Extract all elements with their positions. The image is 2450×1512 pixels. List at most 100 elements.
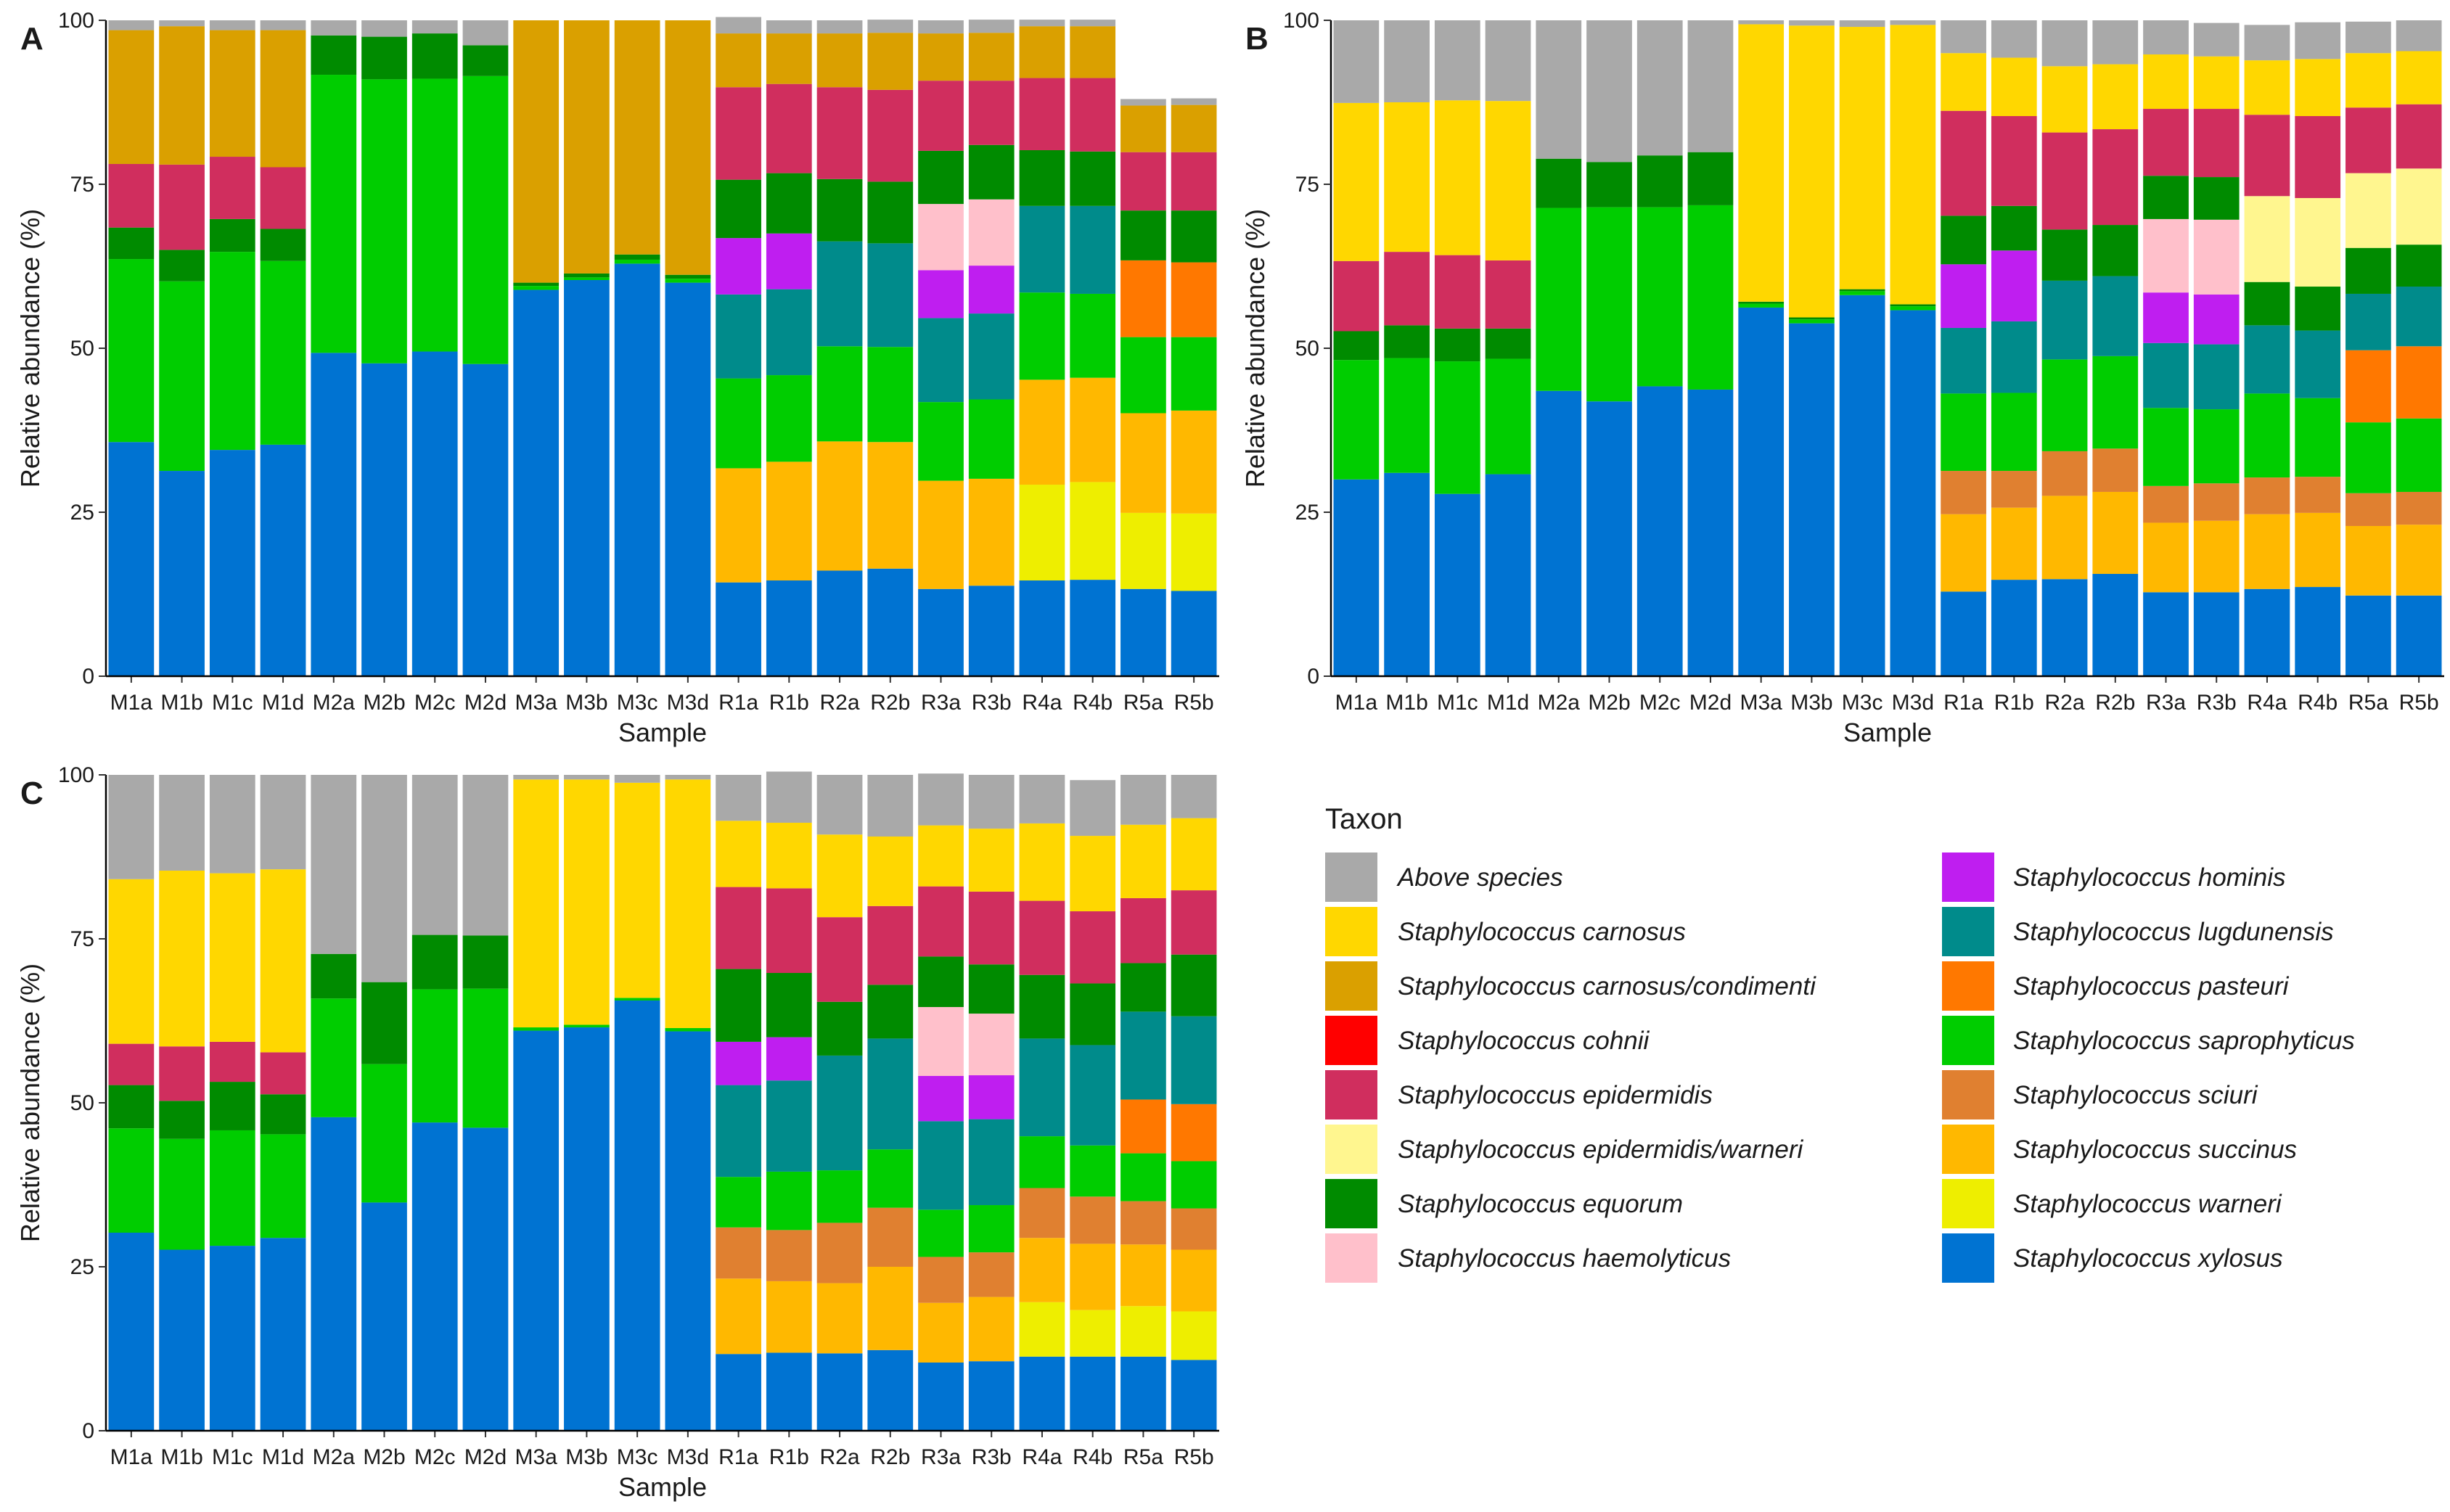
- y-axis-title: Relative abundance (%): [15, 964, 45, 1242]
- bar-segment: [2396, 245, 2442, 287]
- bar-segment: [159, 1046, 205, 1101]
- x-tick-label: R5a: [2348, 691, 2388, 715]
- bar-segment: [614, 263, 660, 676]
- y-tick-label: 0: [82, 1419, 94, 1443]
- bar-segment: [2143, 54, 2189, 110]
- bar-segment: [1171, 1360, 1217, 1431]
- bar-segment: [716, 238, 761, 295]
- bar-segment: [1120, 210, 1166, 260]
- bar-segment: [1019, 580, 1065, 676]
- bar-segment: [716, 87, 761, 180]
- bar-segment: [2143, 292, 2189, 343]
- bar-segment: [867, 181, 914, 244]
- bar-segment: [766, 83, 812, 173]
- bar-segment: [816, 346, 863, 442]
- x-tick-label: M3b: [565, 691, 607, 715]
- bar-segment: [411, 775, 458, 935]
- bar-segment: [2295, 59, 2341, 116]
- legend-label: Above species: [1396, 863, 1563, 892]
- legend-swatch: [1325, 1179, 1377, 1228]
- bar-segment: [513, 20, 560, 283]
- bar-segment: [665, 1027, 711, 1032]
- x-tick-label: R5b: [2399, 691, 2439, 715]
- bar-segment: [1991, 250, 2037, 321]
- bar-segment: [1991, 393, 2037, 472]
- bar-segment: [816, 178, 863, 242]
- x-tick-label: M2b: [1588, 691, 1630, 715]
- legend-item: Staphylococcus lugdunensis: [1942, 907, 2334, 956]
- bar-segment: [867, 985, 914, 1039]
- bar-segment: [2396, 287, 2442, 347]
- x-tick-label: R4b: [2298, 691, 2338, 715]
- bar-segment: [716, 1085, 761, 1178]
- legend-item: Staphylococcus xylosus: [1942, 1233, 2283, 1283]
- x-tick-label: R1b: [769, 1445, 809, 1469]
- bar-segment: [766, 289, 812, 376]
- bar-segment: [2193, 592, 2240, 676]
- bar-segment: [816, 87, 863, 179]
- y-tick-label: 50: [70, 1091, 94, 1115]
- bar-segment: [361, 1202, 407, 1431]
- bar-segment: [968, 199, 1015, 266]
- bar-segment: [1120, 824, 1166, 898]
- bar-segment: [918, 204, 964, 271]
- bar-segment: [108, 20, 155, 30]
- y-tick-label: 75: [70, 173, 94, 197]
- bar-segment: [2244, 115, 2290, 197]
- bar-segment: [1636, 207, 1683, 387]
- legend-label: Staphylococcus cohnii: [1398, 1027, 1650, 1055]
- bar-segment: [2295, 197, 2341, 287]
- bar-segment: [716, 1177, 761, 1228]
- bar-segment: [108, 227, 155, 260]
- legend-swatch: [1942, 852, 1994, 902]
- bar-segment: [462, 1127, 509, 1431]
- bar-segment: [716, 179, 761, 239]
- bar-segment: [2396, 418, 2442, 492]
- bar-segment: [2041, 66, 2088, 133]
- x-tick-label: M2a: [313, 691, 356, 715]
- bar-segment: [1434, 328, 1480, 362]
- bar-segment: [2092, 573, 2139, 676]
- bar-segment: [2143, 109, 2189, 176]
- bar-segment: [968, 1361, 1015, 1431]
- bar-segment: [716, 582, 761, 676]
- bar-segment: [2092, 225, 2139, 276]
- bar-segment: [1070, 26, 1116, 78]
- bar-segment: [1941, 591, 1986, 676]
- y-tick-label: 0: [1307, 665, 1319, 689]
- bar-segment: [766, 822, 812, 889]
- panel-label: A: [20, 21, 44, 57]
- bar-segment: [918, 825, 964, 887]
- bar-segment: [1019, 292, 1065, 380]
- bar-segment: [1384, 102, 1430, 252]
- bar-segment: [564, 779, 610, 1025]
- x-tick-label: M3d: [667, 1445, 709, 1469]
- bar-segment: [209, 450, 255, 676]
- y-tick-label: 50: [1295, 337, 1319, 361]
- bar-segment: [1019, 149, 1065, 206]
- bar-segment: [1019, 1302, 1065, 1357]
- bar-segment: [1839, 289, 1885, 292]
- bar-segment: [1890, 310, 1936, 676]
- x-tick-label: M2c: [414, 1445, 456, 1469]
- x-tick-label: R2a: [2045, 691, 2085, 715]
- bar-segment: [1384, 472, 1430, 676]
- bar-segment: [1019, 20, 1065, 27]
- bar-segment: [665, 1031, 711, 1431]
- bar-segment: [968, 1252, 1015, 1297]
- bar-segment: [1384, 252, 1430, 326]
- legend-item: Staphylococcus epidermidis: [1325, 1070, 1713, 1119]
- bar-segment: [260, 260, 306, 445]
- bar-segment: [311, 1117, 357, 1431]
- bar-segment: [462, 20, 509, 46]
- legend-swatch: [1942, 1016, 1994, 1065]
- bar-segment: [2193, 294, 2240, 345]
- legend-item: Staphylococcus hominis: [1942, 852, 2285, 902]
- bar-segment: [260, 20, 306, 30]
- bar-segment: [867, 905, 914, 985]
- bar-segment: [1738, 307, 1785, 676]
- x-tick-label: M2d: [464, 1445, 507, 1469]
- x-tick-label: M1b: [160, 691, 202, 715]
- bar-segment: [209, 775, 255, 874]
